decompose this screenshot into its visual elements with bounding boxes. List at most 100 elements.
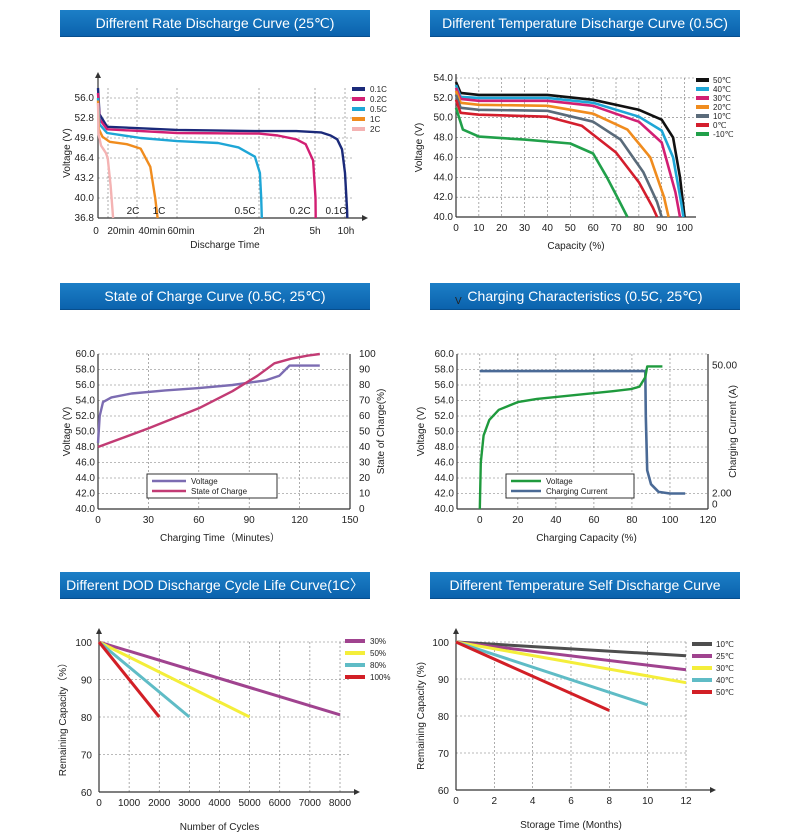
legend-label: 40℃ [713, 85, 731, 94]
legend-swatch [696, 114, 709, 118]
x-tick-label: 5000 [239, 798, 262, 809]
x-axis-arrow [710, 787, 716, 793]
legend-swatch [696, 78, 709, 82]
series-line-10℃ [455, 640, 687, 658]
y-tick-label: 70 [438, 749, 450, 760]
y-tick-label: 48.0 [434, 133, 454, 144]
y-tick-label: 46.4 [75, 153, 95, 164]
x-tick-label: 5h [309, 226, 320, 237]
legend-label: 0℃ [713, 121, 726, 130]
x-tick-label: 0 [93, 226, 99, 237]
chart5-title: Different DOD Discharge Cycle Life Curve… [60, 572, 370, 598]
legend-swatch [696, 87, 709, 91]
series-line-30℃ [455, 640, 687, 685]
legend-label: 25℃ [716, 652, 734, 661]
chart4-title: Charging Characteristics (0.5C, 25℃) [430, 283, 740, 309]
legend-label: Voltage [546, 477, 573, 486]
x-tick-label: 150 [342, 515, 359, 526]
x-tick-label: 20min [107, 226, 134, 237]
dod-cycle-life-chart: 100 90 80 70 600 1000 2000 3000 4000 5000 6000 7000… [57, 628, 390, 833]
x-tick-label: 40 [550, 515, 562, 526]
x-tick-label: 10 [642, 796, 654, 807]
x-tick-label: 7000 [299, 798, 322, 809]
y-tick-label: 44.0 [76, 473, 96, 484]
x-tick-label: 80 [626, 515, 638, 526]
y-tick-label: 80 [438, 712, 450, 723]
legend-swatch [352, 117, 365, 121]
x-tick-label: 60 [588, 515, 600, 526]
x-axis-arrow [354, 789, 360, 795]
y-tick-label: 70 [81, 751, 93, 762]
series-line-50% [98, 640, 251, 719]
y-tick-label: 52.0 [435, 411, 455, 422]
y2-tick-label: 0 [359, 504, 365, 515]
y2-tick-label: 50.00 [712, 361, 737, 372]
y-tick-label: 46.0 [76, 458, 96, 469]
x-tick-label: 90 [244, 515, 256, 526]
x-tick-label: 40 [542, 223, 554, 234]
y2-tick-label: 80 [359, 380, 371, 391]
y-tick-label: 50.0 [434, 113, 454, 124]
y2-axis-label: State of Charge(%) [376, 389, 387, 475]
y-tick-label: 40.0 [76, 504, 96, 515]
legend-box [146, 473, 278, 499]
series-line-2C [96, 102, 115, 219]
y-axis-label: Voltage (V) [416, 407, 427, 456]
legend-swatch [696, 132, 709, 136]
series-line-25℃ [455, 640, 687, 672]
curve-end-label: 0.5C [234, 206, 255, 217]
legend-swatch [692, 690, 712, 694]
chart3-title: State of Charge Curve (0.5C, 25℃) [60, 283, 370, 309]
y-tick-label: 50.0 [76, 427, 96, 438]
legend-swatch [696, 105, 709, 109]
series-line-50℃ [454, 81, 686, 218]
legend-label: 40℃ [716, 676, 734, 685]
y2-tick-label: 20 [359, 473, 371, 484]
self-discharge-chart: 100 90 80 70 600 2 4 6 8 10 12 Storage Time (Months… [416, 628, 734, 831]
series-line-40℃ [454, 84, 685, 218]
legend-label: 2C [370, 125, 380, 134]
x-tick-label: 60 [193, 515, 205, 526]
series-line-30% [98, 640, 341, 717]
legend-label: 50℃ [713, 76, 731, 85]
y2-tick-label: 50 [359, 427, 371, 438]
x-axis-label: Number of Cycles [180, 822, 259, 833]
y-tick-label: 49.6 [75, 133, 95, 144]
series-line-0.2C [96, 92, 317, 219]
x-tick-label: 100 [662, 515, 679, 526]
y-axis-label: Remaining Capacity（%） [57, 658, 69, 776]
y-tick-label: 54.0 [434, 73, 454, 84]
y-tick-label: 52.0 [76, 411, 96, 422]
legend-label: 30% [370, 637, 386, 646]
chart1-title: Different Rate Discharge Curve (25℃) [60, 10, 370, 36]
y-tick-label: 52.0 [434, 93, 454, 104]
y-tick-label: 54.0 [76, 396, 96, 407]
y2-tick-label: 40 [359, 442, 371, 453]
y-tick-label: 60.0 [435, 349, 455, 360]
series-line-soc [97, 352, 320, 449]
x-axis-label: Discharge Time [190, 240, 260, 251]
x-tick-label: 60min [167, 226, 194, 237]
y-tick-label: 58.0 [435, 365, 455, 376]
legend-swatch [345, 639, 365, 643]
legend-swatch [352, 97, 365, 101]
series-line-1C [96, 100, 159, 219]
y-tick-label: 80 [81, 713, 93, 724]
series-line-30℃ [454, 87, 682, 218]
x-tick-label: 30 [143, 515, 155, 526]
y-tick-label: 50.0 [435, 427, 455, 438]
y2-tick-label: 90 [359, 365, 371, 376]
y-tick-label: 100 [75, 638, 92, 649]
y-axis-label: Remaining Capacity (%) [416, 662, 427, 770]
x-tick-label: 6000 [269, 798, 292, 809]
x-tick-label: 0 [96, 798, 102, 809]
legend-label: Charging Current [546, 487, 608, 496]
x-axis-label: Charging Capacity (%) [536, 533, 637, 544]
y2-tick-label: 60 [359, 411, 371, 422]
legend-label: 80% [370, 661, 386, 670]
series-line-0℃ [454, 99, 659, 218]
curve-end-label: 1C [153, 206, 166, 217]
legend-label: 20℃ [713, 103, 731, 112]
legend-label: Voltage [191, 477, 218, 486]
x-tick-label: 70 [610, 223, 622, 234]
